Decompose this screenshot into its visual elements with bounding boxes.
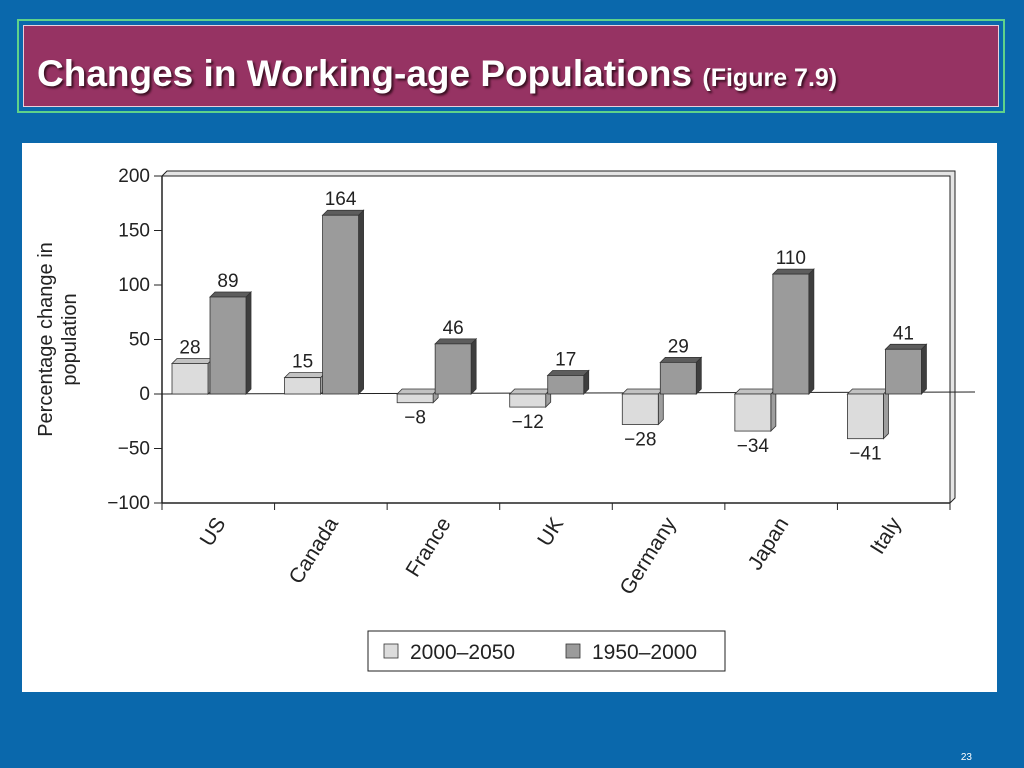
plot-area bbox=[161, 175, 951, 504]
bar-top bbox=[434, 338, 478, 345]
bar bbox=[509, 393, 547, 408]
data-label: 41 bbox=[893, 323, 914, 344]
bar-side bbox=[883, 388, 889, 440]
bar-top bbox=[846, 388, 890, 395]
bar bbox=[434, 343, 472, 395]
y-tick-label: 50 bbox=[129, 330, 150, 351]
legend-box bbox=[367, 630, 726, 672]
bar bbox=[284, 377, 321, 395]
bar-top bbox=[659, 356, 703, 363]
legend-swatch bbox=[383, 643, 399, 659]
bar-top bbox=[283, 372, 327, 379]
bar-top bbox=[621, 388, 665, 395]
y-tick-label: −100 bbox=[107, 493, 150, 514]
bar-top bbox=[321, 209, 365, 216]
data-label: −8 bbox=[404, 408, 426, 429]
bar bbox=[659, 361, 697, 395]
bar bbox=[322, 214, 359, 395]
bar-top bbox=[396, 388, 440, 395]
data-label: −12 bbox=[512, 412, 544, 433]
bar-side bbox=[695, 356, 702, 395]
legend-label: 1950–2000 bbox=[592, 641, 697, 664]
data-label: −28 bbox=[624, 430, 656, 451]
chart-panel: 200 150 100 50 0 −50 −100 28 89 US 15 164 Canada −8 46… bbox=[22, 143, 997, 692]
bar-top bbox=[508, 388, 552, 395]
bar-top bbox=[884, 343, 928, 350]
x-tick-label: Italy bbox=[866, 513, 906, 558]
y-tick-label: 200 bbox=[118, 166, 150, 187]
slide-title-main: Changes in Working-age Populations bbox=[37, 53, 693, 94]
slide-title: Changes in Working-age Populations (Figu… bbox=[37, 53, 837, 95]
data-label: 89 bbox=[217, 271, 238, 292]
y-tick-label: −50 bbox=[118, 439, 150, 460]
x-tick-label: Japan bbox=[744, 513, 794, 574]
bar bbox=[209, 296, 247, 395]
bar-side bbox=[808, 268, 815, 395]
bar-top bbox=[209, 291, 252, 298]
bar-side bbox=[358, 209, 364, 395]
data-label: 15 bbox=[292, 352, 313, 373]
x-tick-label: France bbox=[402, 513, 456, 581]
title-banner-inner: Changes in Working-age Populations (Figu… bbox=[23, 25, 999, 107]
data-label: 164 bbox=[325, 189, 357, 210]
data-label: 46 bbox=[443, 318, 464, 339]
data-label: 29 bbox=[668, 336, 689, 357]
data-label: 110 bbox=[776, 248, 806, 269]
data-label: −34 bbox=[737, 436, 770, 457]
legend-swatch bbox=[565, 643, 581, 659]
slide-number: 23 bbox=[960, 752, 972, 763]
bar-side bbox=[921, 343, 927, 395]
bar bbox=[734, 393, 772, 432]
data-label: 17 bbox=[555, 349, 576, 370]
y-axis-title: Percentage change in population bbox=[35, 242, 81, 437]
bar-chart: 200 150 100 50 0 −50 −100 28 89 US 15 164 Canada −8 46… bbox=[35, 166, 976, 672]
y-tick-label: 100 bbox=[118, 275, 150, 296]
bar bbox=[772, 273, 810, 395]
bar bbox=[547, 375, 585, 395]
bar bbox=[396, 393, 434, 404]
bar-side bbox=[245, 291, 252, 395]
slide-title-figure-ref: (Figure 7.9) bbox=[702, 64, 838, 92]
bar-top bbox=[771, 268, 815, 275]
data-label: 28 bbox=[179, 337, 200, 358]
bar-side bbox=[770, 388, 777, 433]
x-tick-label: Canada bbox=[285, 513, 344, 588]
data-label: −41 bbox=[849, 444, 881, 465]
bar bbox=[847, 393, 884, 440]
x-tick-label: US bbox=[196, 513, 231, 550]
y-tick-label: 150 bbox=[118, 221, 150, 242]
bar-top bbox=[733, 388, 777, 395]
bar-side bbox=[470, 337, 477, 395]
x-tick-label: UK bbox=[533, 513, 568, 550]
bar bbox=[621, 393, 659, 425]
bar-top bbox=[546, 370, 590, 376]
x-tick-label: Germany bbox=[616, 513, 682, 599]
title-banner: Changes in Working-age Populations (Figu… bbox=[17, 19, 1005, 113]
legend-label: 2000–2050 bbox=[410, 641, 515, 664]
bar bbox=[171, 363, 209, 395]
bar bbox=[885, 348, 922, 395]
y-tick-label: 0 bbox=[139, 384, 150, 405]
bar-top bbox=[171, 358, 214, 364]
